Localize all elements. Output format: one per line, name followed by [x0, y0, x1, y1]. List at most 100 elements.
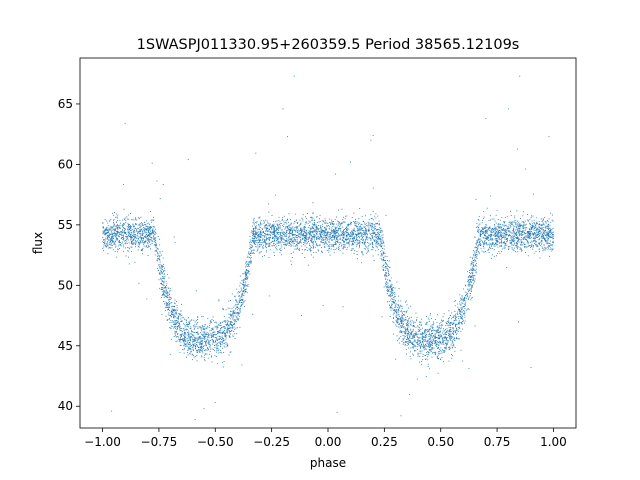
data-point: [460, 330, 462, 332]
data-point: [376, 241, 378, 243]
data-point: [156, 244, 158, 246]
data-point: [247, 262, 249, 264]
data-point: [292, 242, 294, 244]
data-point: [118, 226, 120, 228]
data-point: [421, 334, 423, 336]
data-point: [453, 334, 454, 335]
data-point: [429, 345, 431, 347]
data-point: [368, 222, 370, 224]
data-point: [278, 232, 280, 234]
data-point: [326, 233, 328, 235]
data-point: [414, 339, 416, 341]
data-point: [321, 233, 323, 235]
data-point: [416, 335, 418, 337]
data-point: [109, 238, 111, 240]
data-point: [294, 243, 295, 244]
data-point: [211, 339, 213, 340]
data-point: [397, 312, 399, 314]
data-point: [183, 345, 185, 347]
data-point: [219, 338, 221, 340]
data-point: [143, 242, 145, 244]
data-point: [538, 231, 540, 233]
data-point: [343, 235, 345, 237]
data-point: [271, 215, 273, 216]
data-point: [375, 243, 377, 245]
data-point: [519, 225, 521, 227]
data-point: [391, 303, 393, 305]
data-point: [448, 310, 450, 312]
data-point: [294, 230, 296, 231]
data-point: [166, 290, 167, 292]
data-point: [269, 232, 271, 233]
data-point: [364, 241, 366, 243]
data-point: [299, 249, 300, 251]
data-point: [228, 300, 230, 302]
data-point: [438, 353, 440, 355]
data-point: [527, 214, 529, 215]
data-point: [315, 233, 317, 235]
data-point: [196, 346, 198, 348]
data-point: [463, 312, 465, 314]
data-point: [525, 235, 527, 237]
data-point: [434, 337, 436, 338]
data-point: [264, 241, 265, 243]
data-point: [128, 232, 130, 233]
data-point: [394, 287, 396, 289]
data-point: [344, 228, 346, 230]
data-point: [121, 238, 123, 240]
data-point: [368, 229, 370, 231]
data-point: [181, 334, 183, 336]
data-point: [324, 232, 326, 234]
data-point: [190, 332, 192, 334]
data-point: [490, 237, 492, 239]
data-point: [371, 249, 373, 251]
data-point: [182, 341, 184, 343]
data-point: [523, 244, 525, 246]
data-point: [326, 225, 328, 227]
data-point: [455, 332, 456, 334]
data-point: [200, 350, 202, 352]
data-point: [445, 336, 447, 338]
data-point: [372, 187, 374, 189]
data-point: [377, 236, 379, 238]
data-point: [373, 236, 375, 238]
data-point: [468, 285, 470, 287]
data-point: [126, 235, 128, 237]
data-point: [465, 304, 466, 306]
data-point: [294, 228, 295, 230]
data-point: [245, 273, 246, 275]
data-point: [241, 296, 243, 298]
data-point: [384, 255, 386, 257]
data-point: [123, 223, 125, 225]
data-point: [246, 264, 248, 265]
data-point: [189, 320, 191, 322]
data-point: [199, 343, 201, 345]
data-point: [453, 331, 455, 332]
data-point: [406, 344, 408, 346]
data-point: [279, 223, 281, 225]
data-point: [192, 335, 194, 337]
data-point: [359, 229, 361, 231]
data-point: [370, 239, 372, 241]
data-point: [508, 249, 509, 251]
data-point: [165, 285, 167, 286]
data-point: [549, 249, 551, 250]
data-point: [503, 234, 505, 236]
data-point: [166, 304, 168, 306]
data-point: [407, 318, 409, 320]
data-point: [179, 314, 181, 316]
data-point: [375, 229, 377, 231]
data-point: [402, 318, 404, 319]
data-point: [208, 343, 210, 345]
data-point: [194, 327, 196, 329]
data-point: [258, 252, 260, 254]
data-point: [229, 315, 231, 317]
data-point: [547, 225, 549, 227]
data-point: [276, 232, 278, 233]
data-point: [470, 281, 472, 283]
data-point: [140, 232, 142, 234]
data-point: [273, 228, 275, 230]
data-point: [297, 223, 298, 225]
data-point: [277, 240, 279, 242]
data-point: [265, 239, 267, 241]
